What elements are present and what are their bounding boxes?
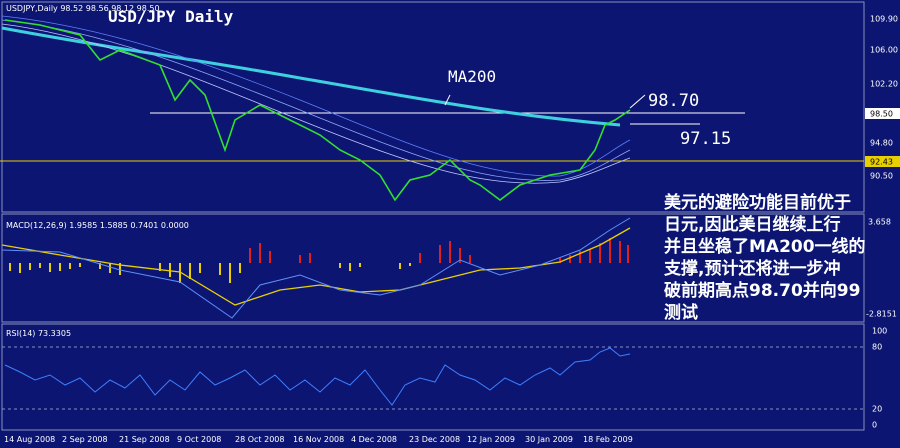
date-label: 18 Feb 2009 (583, 435, 633, 444)
level-marker (865, 156, 900, 167)
price-series (4, 19, 631, 202)
comment-line: 并且坐稳了MA200一线的 (664, 236, 866, 257)
rsi-line (4, 347, 631, 406)
axis-label: 90.50 (870, 172, 893, 181)
axis-label: 92.43 (870, 158, 893, 167)
axis-label: 3.658 (868, 218, 891, 227)
ma-line (1, 19, 631, 181)
date-label: 30 Jan 2009 (525, 435, 573, 444)
date-label: 28 Oct 2008 (235, 435, 284, 444)
macd-info: MACD(12,26,9) 1.9585 1.5885 0.7401 0.000… (6, 221, 189, 230)
macd-histogram (249, 238, 629, 263)
price-frame (1, 1, 865, 213)
signal-line (1, 217, 631, 319)
date-label: 14 Aug 2008 (4, 435, 55, 444)
date-label: 4 Dec 2008 (351, 435, 397, 444)
axis-label: 102.20 (870, 80, 898, 89)
support-label: 97.15 (680, 129, 731, 149)
annotation-arrow (629, 94, 646, 109)
macd-frame (1, 213, 865, 323)
date-label: 16 Nov 2008 (293, 435, 344, 444)
chart-title: USD/JPY Daily (108, 7, 234, 26)
comment-line: 测试 (664, 302, 698, 323)
axis-label: 98.50 (870, 110, 893, 119)
macd-histogram (9, 263, 411, 283)
price-info: USDJPY,Daily 98.52 98.56 98.12 98.50 (6, 4, 160, 13)
rsi-info: RSI(14) 73.3305 (6, 329, 71, 338)
ma-label: MA200 (448, 67, 496, 86)
comment-line: 日元,因此美日继续上行 (664, 214, 840, 235)
axis-label: 80 (872, 343, 882, 352)
comment-line: 支撑,预计还将进一步冲 (664, 258, 840, 279)
axis-label: 0 (872, 421, 877, 430)
annotation-arrow (444, 94, 451, 106)
high-label: 98.70 (648, 91, 699, 111)
date-label: 12 Jan 2009 (467, 435, 515, 444)
ma-line (1, 23, 631, 184)
axis-label: 106.00 (870, 46, 898, 55)
rsi-frame (1, 323, 865, 431)
ma200-line (1, 26, 621, 127)
comment-line: 破前期高点98.70并向99 (664, 280, 860, 301)
axis-label: 109.90 (870, 15, 898, 24)
date-label: 23 Dec 2008 (409, 435, 460, 444)
axis-label: 20 (872, 405, 882, 414)
axis-label: -2.8151 (866, 310, 897, 319)
comment-line: 美元的避险功能目前优于 (664, 192, 851, 213)
axis-label: 94.80 (870, 139, 893, 148)
date-label: 2 Sep 2008 (62, 435, 108, 444)
axis-label: 100 (872, 327, 887, 336)
date-label: 21 Sep 2008 (119, 435, 170, 444)
date-label: 9 Oct 2008 (177, 435, 221, 444)
price-marker (865, 108, 900, 119)
